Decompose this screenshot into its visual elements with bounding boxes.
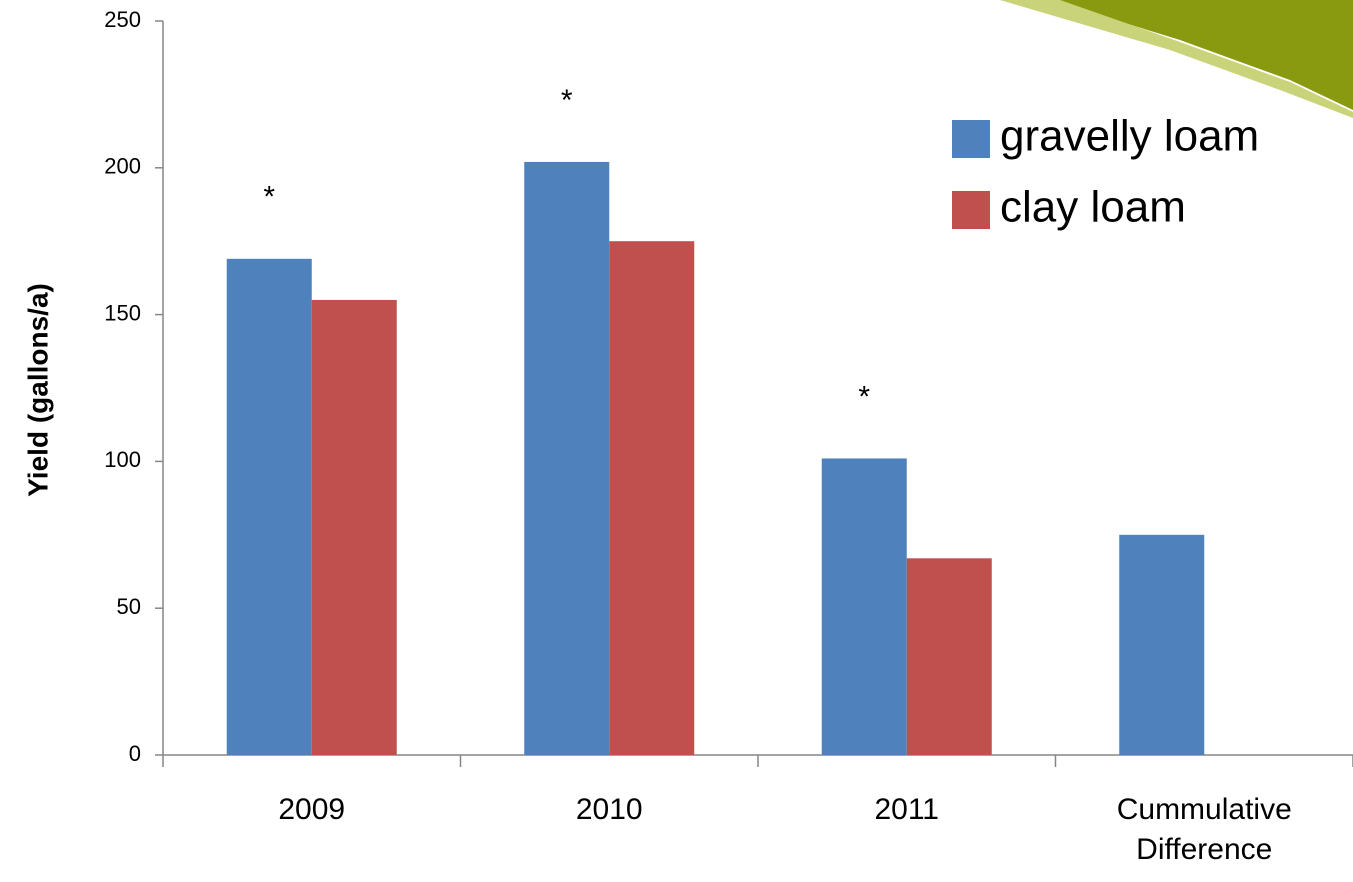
x-tick-label: Cummulative Difference xyxy=(1116,793,1292,866)
bar xyxy=(609,241,695,755)
legend-swatch xyxy=(952,120,990,158)
y-tick-label: 50 xyxy=(117,594,141,619)
annotation: * xyxy=(263,181,275,214)
bar xyxy=(821,458,907,755)
bar xyxy=(226,258,312,755)
bar xyxy=(524,161,610,756)
y-tick-label: 100 xyxy=(104,447,141,472)
legend-label: clay loam xyxy=(1000,183,1186,232)
decor-banner xyxy=(1050,0,1353,110)
legend-swatch xyxy=(952,191,990,229)
annotation: * xyxy=(561,84,573,117)
y-tick-label: 250 xyxy=(104,7,141,32)
bar xyxy=(906,558,992,755)
bar xyxy=(311,299,397,755)
x-tick-label: 2009 xyxy=(278,793,346,826)
y-tick-label: 0 xyxy=(129,741,141,766)
x-tick-label: 2010 xyxy=(575,793,643,826)
x-tick-label: 2011 xyxy=(874,793,939,826)
legend-label: gravelly loam xyxy=(1000,112,1259,161)
y-tick-label: 150 xyxy=(104,300,141,325)
y-axis-label: Yield (gallons/a) xyxy=(22,283,53,497)
bar xyxy=(1119,534,1205,755)
annotation: * xyxy=(858,380,870,413)
y-tick-label: 200 xyxy=(104,154,141,179)
